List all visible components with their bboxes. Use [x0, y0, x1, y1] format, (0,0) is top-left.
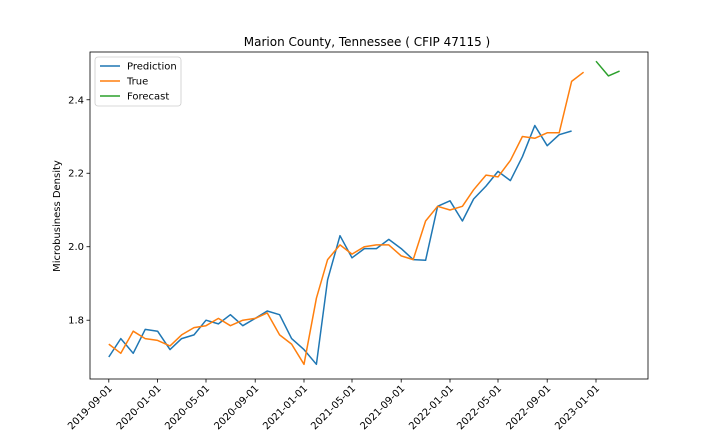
legend-label-forecast: Forecast	[127, 92, 169, 103]
legend-box	[94, 56, 182, 107]
legend-label-prediction: Prediction	[127, 62, 177, 73]
legend-label-true: True	[126, 77, 148, 88]
series-layer	[108, 60, 620, 366]
x-tick-label: 2023-01-01	[553, 383, 602, 432]
y-axis-label: Microbusiness Density	[52, 160, 63, 272]
x-tick-label: 2022-09-01	[504, 383, 553, 432]
legend: Prediction True Forecast	[94, 56, 182, 107]
plot-frame	[89, 51, 649, 380]
x-tick-label: 2021-05-01	[309, 383, 358, 432]
x-tick-label: 2020-05-01	[163, 383, 212, 432]
x-tick-label: 2019-09-01	[66, 383, 115, 432]
chart-title: Marion County, Tennessee ( CFIP 47115 )	[244, 35, 491, 49]
y-tick-label: 2.2	[68, 169, 84, 180]
x-ticks: 2019-09-01 2020-01-01 2020-05-01 2020-09-01…	[66, 379, 602, 432]
y-tick-label: 2.4	[68, 95, 84, 106]
x-tick-label: 2021-01-01	[261, 383, 310, 432]
x-tick-label: 2022-01-01	[407, 383, 456, 432]
series-line-true	[108, 71, 585, 366]
series-line-forecast	[595, 60, 620, 77]
x-tick-label: 2022-05-01	[455, 383, 504, 432]
x-tick-label: 2021-09-01	[358, 383, 407, 432]
y-ticks: 1.8 2.0 2.2 2.4	[68, 95, 90, 327]
y-tick-label: 2.0	[68, 242, 84, 253]
y-tick-label: 1.8	[68, 316, 84, 327]
x-tick-label: 2020-09-01	[212, 383, 261, 432]
x-tick-label: 2020-01-01	[115, 383, 164, 432]
